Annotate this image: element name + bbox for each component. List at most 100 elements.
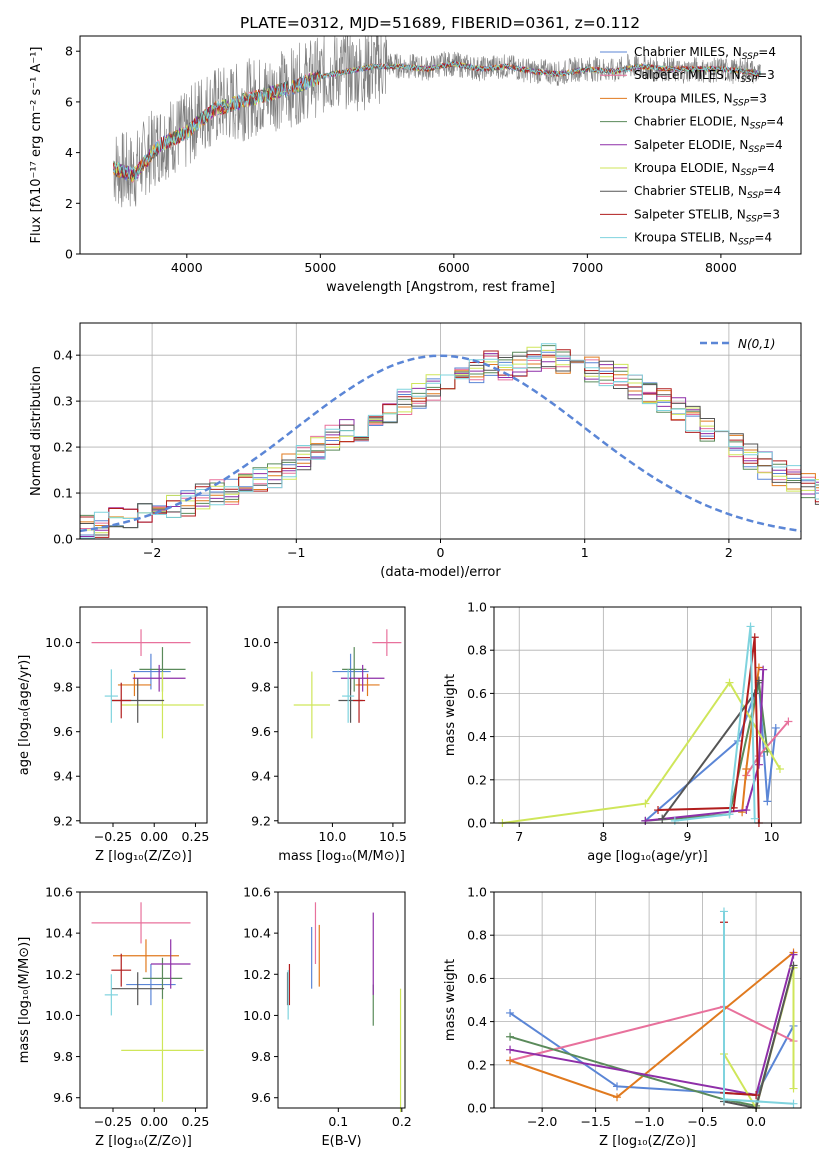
mass-weight-marker	[725, 810, 734, 819]
x-axis-label: E(B-V)	[321, 1134, 361, 1149]
mass-weight-line	[645, 669, 765, 822]
x-tick-label: −1.0	[634, 1114, 664, 1129]
plot-frame	[277, 891, 406, 1109]
x-tick-label: 10	[764, 829, 780, 844]
y-tick-label: 9.4	[53, 769, 73, 784]
mass-weight-marker	[775, 765, 784, 773]
mass-weight-marker	[789, 950, 798, 959]
mass-weight-line	[657, 637, 760, 824]
mass-weight-marker	[613, 1093, 622, 1102]
mass-weight-line	[645, 682, 769, 822]
residuals-panel: N(0,1) −2 −1 0 1 2 0.0 0.1 0.2 0.3 0.4 (data-model)…	[29, 322, 819, 580]
spectrum-model-line	[113, 60, 762, 180]
y-tick-label: 0.8	[467, 643, 487, 658]
x-tick-label: 7	[515, 829, 523, 844]
x-axis-label: Z [log₁₀(Z/Z⊙)]	[599, 1134, 696, 1149]
y-tick-label: 0.3	[53, 394, 73, 409]
x-axis-label: age [log₁₀(age/yr)]	[587, 849, 708, 864]
x-tick-label: −1	[287, 545, 305, 560]
y-tick-label: 10.2	[45, 967, 73, 982]
x-tick-label: 1	[581, 545, 589, 560]
spectrum-panel: Chabrier MILES, NSSP=4 Salpeter MILES, NS…	[29, 35, 802, 295]
y-tick-label: 9.8	[251, 680, 271, 695]
age_vs_mass-panel: 10.0 10.5 9.2 9.4 9.6 9.8 10.0 mass [log₁₀(M/M⊙…	[243, 606, 407, 864]
y-tick-label: 2	[65, 196, 73, 211]
mass-weight-marker	[506, 1032, 515, 1041]
mass-weight-line	[674, 626, 756, 822]
gaussian-reference-line	[79, 354, 802, 533]
mass-weight-line	[509, 1005, 794, 1062]
y-tick-label: 9.8	[53, 680, 73, 695]
y-tick-label: 0.2	[53, 440, 73, 455]
x-tick-label: 8000	[705, 260, 737, 275]
y-axis-label: mass weight	[443, 959, 458, 1041]
y-tick-label: 10.0	[45, 1008, 73, 1023]
x-tick-label: 9	[683, 829, 691, 844]
mass-weight-marker	[771, 723, 780, 732]
panels: Chabrier MILES, NSSP=4 Salpeter MILES, NS…	[17, 35, 819, 1150]
mass-weight-marker	[746, 622, 755, 631]
y-tick-label: 10.0	[243, 1008, 271, 1023]
y-tick-label: 10.4	[243, 926, 271, 941]
mass-weight-marker	[784, 717, 793, 726]
legend-entry: Kroupa MILES, NSSP=3	[634, 91, 767, 108]
y-axis-label: Normed distribution	[29, 366, 44, 496]
mass-weight-marker	[789, 1099, 798, 1108]
y-tick-label: 1.0	[467, 600, 487, 615]
y-tick-label: 10.0	[243, 635, 271, 650]
y-tick-label: 0.0	[53, 532, 73, 547]
y-tick-label: 0.2	[467, 772, 487, 787]
residual-histogram	[80, 355, 819, 529]
x-tick-label: −0.25	[94, 1114, 132, 1129]
legend-entry: Salpeter MILES, NSSP=3	[634, 68, 775, 85]
x-tick-label: 0.00	[140, 1114, 168, 1129]
age_vs_Z-panel: −0.25 0.00 0.25 9.2 9.4 9.6 9.8 10.0 Z [log₁₀(Z/…	[17, 606, 210, 864]
y-tick-label: 9.2	[53, 813, 73, 828]
x-tick-label: 8	[599, 829, 607, 844]
y-tick-label: 9.4	[251, 769, 271, 784]
mass-weight-marker	[658, 814, 667, 823]
legend-entry: Chabrier STELIB, NSSP=4	[634, 184, 781, 201]
x-tick-label: 0.25	[182, 829, 210, 844]
x-tick-label: 0.0	[746, 1114, 766, 1129]
y-tick-label: 4	[65, 145, 73, 160]
plot-frame	[79, 606, 208, 824]
y-tick-label: 9.6	[251, 1090, 271, 1105]
mass-weight-marker	[789, 961, 798, 970]
mass-weight-marker	[789, 1084, 798, 1093]
y-tick-label: 0.6	[467, 686, 487, 701]
y-tick-label: 10.2	[243, 967, 271, 982]
y-tick-label: 0	[65, 247, 73, 262]
y-axis-label: age [log₁₀(age/yr)]	[17, 655, 32, 776]
y-tick-label: 1.0	[467, 885, 487, 900]
y-tick-label: 9.6	[251, 724, 271, 739]
mass-weight-marker	[613, 1082, 622, 1091]
x-tick-label: 10.0	[319, 829, 347, 844]
plot-frame	[79, 891, 208, 1109]
mass-weight-marker	[506, 1045, 515, 1054]
mass-weight-marker	[719, 907, 728, 916]
legend-entry: N(0,1)	[738, 337, 775, 351]
mass-weight-marker	[754, 760, 763, 769]
mass_vs_Z-panel: −0.25 0.00 0.25 9.6 9.8 10.0 10.2 10.4 10.6 Z [lo…	[17, 885, 209, 1150]
y-tick-label: 9.6	[53, 1090, 73, 1105]
mass-weight-marker	[750, 633, 759, 642]
x-tick-label: 0	[437, 545, 445, 560]
x-tick-label: 2	[725, 545, 733, 560]
y-axis-label: mass weight	[443, 674, 458, 756]
y-axis-label: Flux [fλ10⁻¹⁷ erg cm⁻² s⁻¹ A⁻¹]	[29, 47, 44, 244]
mass-weight-marker	[641, 799, 650, 808]
y-axis-label: mass [log₁₀(M/M⊙)]	[17, 937, 32, 1064]
x-tick-label: 6000	[438, 260, 470, 275]
x-tick-label: −0.5	[687, 1114, 717, 1129]
y-tick-label: 8	[65, 44, 73, 59]
x-tick-label: 0.25	[182, 1114, 210, 1129]
y-tick-label: 0.0	[467, 1101, 487, 1116]
x-tick-label: 0.1	[328, 1114, 348, 1129]
y-tick-label: 0.1	[53, 486, 73, 501]
x-axis-label: Z [log₁₀(Z/Z⊙)]	[95, 1134, 192, 1149]
x-axis-label: (data-model)/error	[380, 565, 501, 580]
mass-weight-marker	[725, 678, 734, 687]
legend-entry: Kroupa STELIB, NSSP=4	[634, 231, 772, 248]
